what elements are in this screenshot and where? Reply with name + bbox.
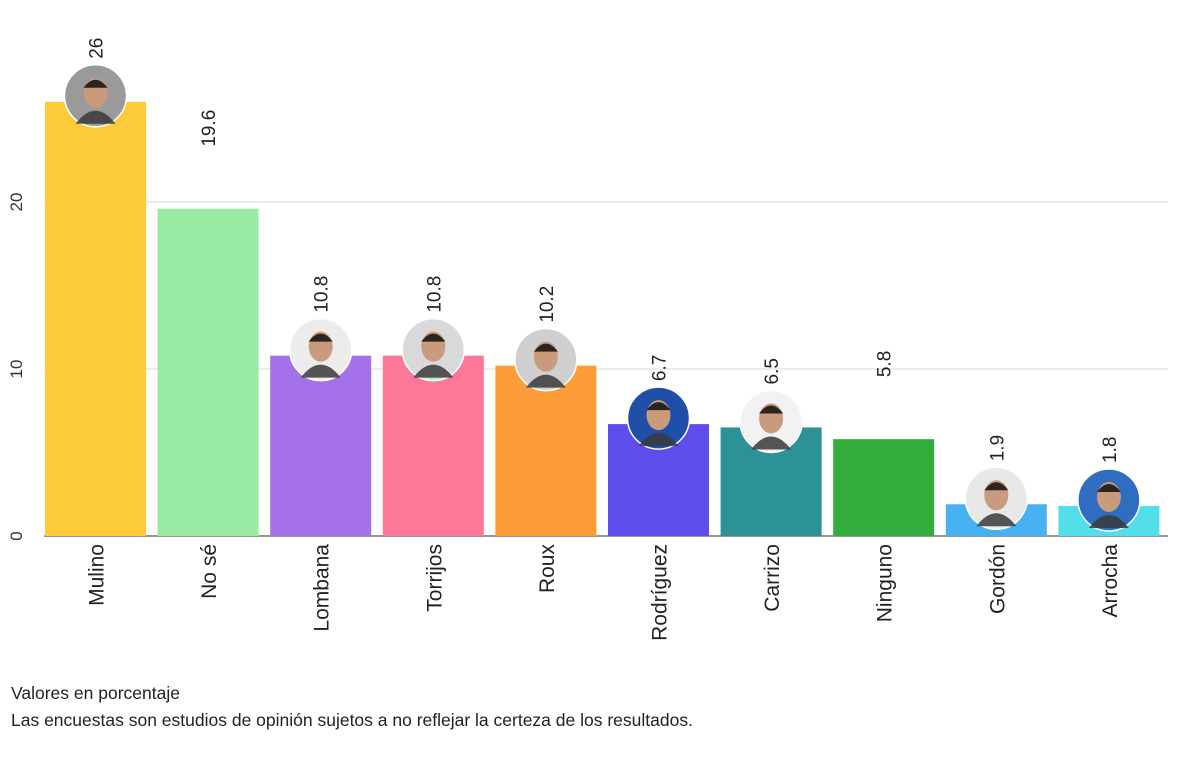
- value-label: 10.2: [537, 286, 558, 323]
- candidate-photo-avatar: [514, 327, 578, 392]
- bar-roux: [495, 365, 597, 536]
- category-label: Torrijos: [423, 544, 446, 612]
- bar-mulino: [45, 101, 146, 537]
- category-label: Roux: [536, 544, 559, 594]
- category-label: Ninguno: [874, 544, 897, 622]
- bar-lombana: [270, 355, 372, 536]
- candidate-photo-avatar: [626, 386, 691, 450]
- bar-chart: 0 10 20 26 Mulino 19.6 No sé 10.8 Lombana 10.8 Tor…: [7, 38, 1168, 641]
- candidate-photo-avatar: [288, 317, 353, 382]
- value-label: 1.9: [987, 435, 1008, 461]
- value-label: 6.5: [762, 358, 783, 384]
- value-label: 6.7: [650, 355, 671, 381]
- value-label: 1.8: [1100, 437, 1121, 463]
- candidate-photo-avatar: [401, 317, 466, 382]
- category-label: Arrocha: [1099, 544, 1122, 618]
- y-tick-label: 20: [7, 193, 26, 212]
- category-label: Rodríguez: [649, 544, 672, 641]
- y-tick-label: 10: [7, 360, 26, 379]
- candidate-photos: [63, 64, 1141, 532]
- labels: 0 10 20 26 Mulino 19.6 No sé 10.8 Lombana 10.8 Tor…: [7, 38, 1122, 641]
- value-label: 5.8: [875, 351, 896, 377]
- value-label: 10.8: [312, 276, 333, 313]
- candidate-photo-avatar: [1077, 468, 1141, 532]
- note-disclaimer: Las encuestas son estudios de opinión su…: [11, 710, 693, 730]
- bar-torrijos: [382, 355, 484, 536]
- value-label: 26: [87, 38, 108, 59]
- bars: [45, 101, 1160, 537]
- category-label: Mulino: [86, 544, 109, 606]
- category-label: No sé: [198, 544, 221, 599]
- value-label: 10.8: [424, 276, 445, 313]
- bar-nos: [157, 208, 259, 536]
- category-label: Gordón: [986, 544, 1009, 614]
- value-label: 19.6: [199, 110, 220, 147]
- candidate-photo-avatar: [739, 389, 803, 454]
- category-label: Lombana: [311, 544, 334, 632]
- chart-notes: Valores en porcentaje Las encuestas son …: [11, 680, 693, 734]
- note-units: Valores en porcentaje: [11, 683, 180, 703]
- bar-ninguno: [833, 439, 935, 536]
- y-tick-label: 0: [7, 531, 26, 540]
- candidate-photo-avatar: [63, 64, 128, 128]
- category-label: Carrizo: [761, 544, 784, 612]
- candidate-photo-avatar: [964, 466, 1029, 531]
